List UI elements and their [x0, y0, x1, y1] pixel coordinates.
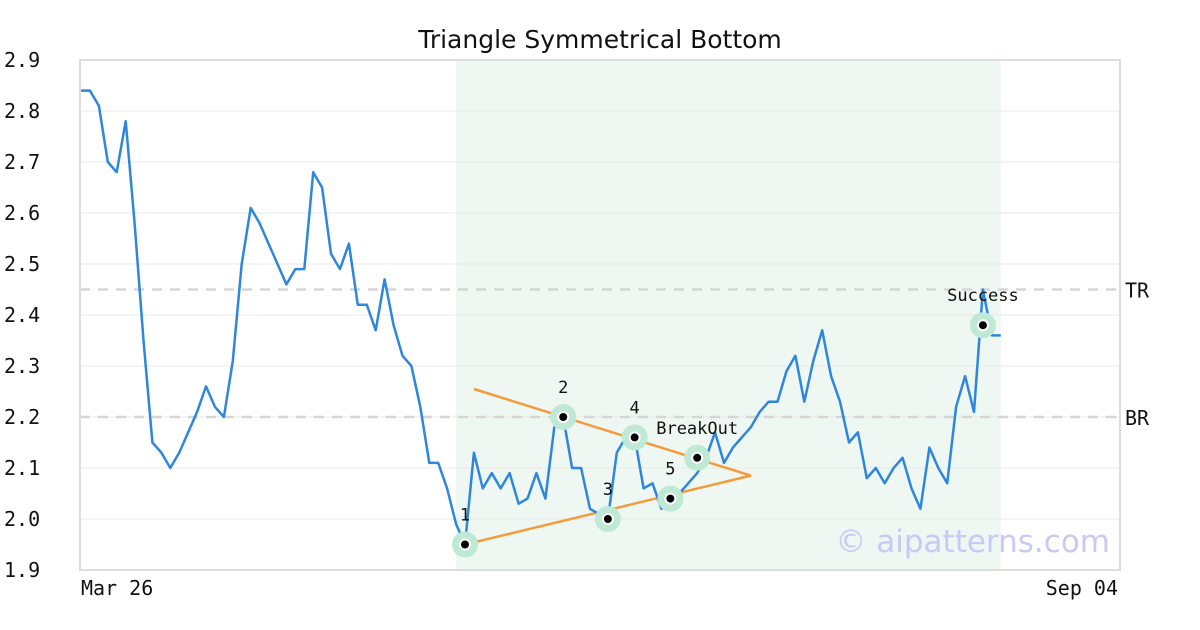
pattern-point-label: 3 [603, 480, 613, 500]
pattern-point-marker [557, 411, 570, 423]
pattern-point-marker [601, 513, 614, 525]
pattern-point-marker [628, 431, 641, 444]
y-tick-label: 2.8 [4, 99, 40, 123]
y-tick-label: 2.0 [4, 507, 40, 531]
y-tick-label: 2.6 [4, 201, 40, 225]
pattern-point-label: 5 [665, 460, 675, 480]
y-tick-label: 2.9 [4, 48, 40, 72]
y-tick-label: 2.2 [4, 405, 40, 429]
pattern-point-label: 1 [460, 506, 470, 526]
plot-frame [79, 59, 1121, 571]
y-tick-label: 2.1 [4, 456, 40, 480]
chart-title: Triangle Symmetrical Bottom [417, 25, 782, 54]
pattern-point-marker [664, 492, 677, 505]
y-tick-label: 2.5 [4, 252, 40, 276]
pattern-point-marker [458, 538, 471, 551]
pattern-point-marker [976, 319, 989, 332]
pattern-markers: 1 2 3 4 5 BreakOut Success [451, 286, 1019, 558]
x-tick-label-start: Mar 26 [81, 576, 153, 600]
y-tick-label: 1.9 [4, 558, 40, 582]
watermark: © aipatterns.com [835, 524, 1110, 560]
pattern-point-marker [691, 451, 704, 464]
reference-lines: TR BR [80, 279, 1150, 430]
gridlines [80, 110, 1120, 520]
reference-label-tr: TR [1125, 279, 1150, 303]
pattern-point-label: 2 [558, 378, 568, 398]
pattern-point-label: BreakOut [656, 419, 738, 439]
y-tick-label: 2.7 [4, 150, 40, 174]
x-tick-label-end: Sep 04 [1046, 576, 1118, 600]
reference-label-br: BR [1125, 406, 1150, 430]
price-series [81, 89, 1001, 546]
y-axis: 1.9 2.0 2.1 2.2 2.3 2.4 2.5 2.6 2.7 2.8 2.9 [4, 48, 40, 582]
y-tick-label: 2.4 [4, 303, 40, 327]
pattern-point-label: Success [947, 286, 1019, 306]
pattern-point-label: 4 [630, 398, 640, 418]
y-tick-label: 2.3 [4, 354, 40, 378]
series-line [81, 89, 1001, 546]
